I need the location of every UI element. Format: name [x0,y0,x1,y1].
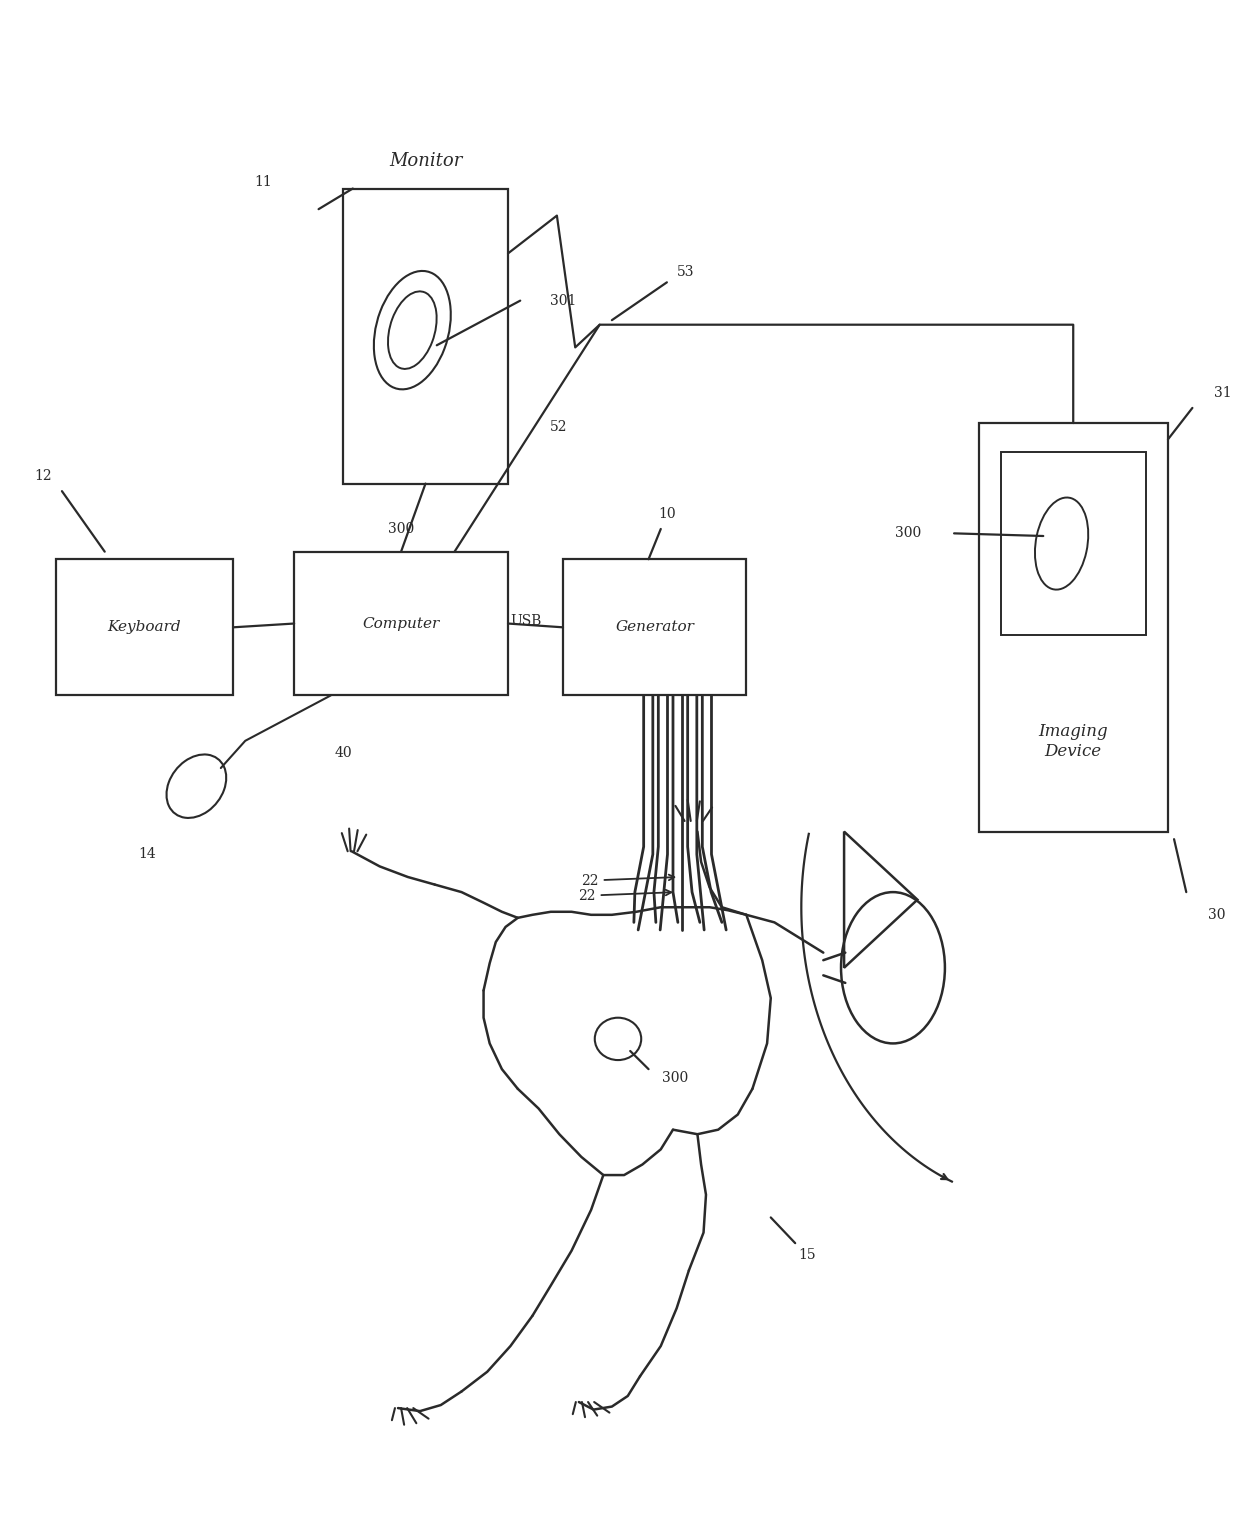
Bar [343,188,508,484]
Text: 31: 31 [1214,386,1231,400]
Bar [978,423,1168,832]
Text: 53: 53 [677,264,694,279]
Text: 300: 300 [388,522,414,536]
Text: Computer: Computer [362,617,440,631]
Text: 14: 14 [139,847,156,861]
Bar [56,559,233,695]
Text: 12: 12 [35,469,52,483]
Bar [563,559,746,695]
Bar [1001,452,1146,635]
Bar [294,551,508,695]
Text: 52: 52 [551,420,568,434]
Text: 301: 301 [549,293,577,307]
Text: 300: 300 [894,527,921,541]
Text: 40: 40 [335,745,352,760]
Text: Monitor: Monitor [389,153,463,171]
Text: Keyboard: Keyboard [108,620,181,634]
Text: 10: 10 [658,507,676,521]
Text: 15: 15 [799,1248,816,1263]
Text: 30: 30 [1208,909,1225,922]
Text: 22: 22 [578,889,671,902]
Text: 11: 11 [254,176,273,189]
Text: Generator: Generator [615,620,694,634]
Text: 22: 22 [582,873,675,887]
Text: Imaging
Device: Imaging Device [1038,724,1109,760]
Text: USB: USB [511,614,542,628]
Text: 300: 300 [662,1072,688,1086]
